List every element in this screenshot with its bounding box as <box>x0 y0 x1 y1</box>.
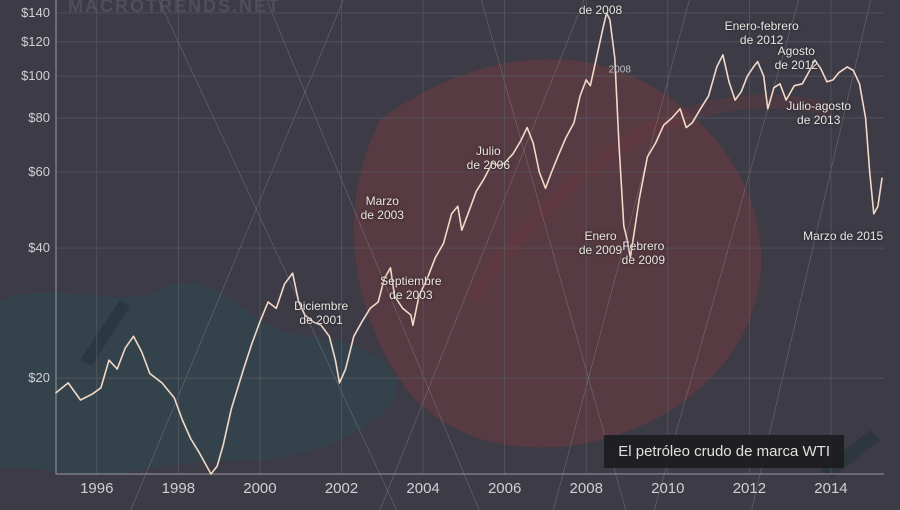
y-axis-label: $100 <box>10 68 50 83</box>
x-axis-label: 2006 <box>488 480 521 497</box>
x-axis-label: 2002 <box>325 480 358 497</box>
event-annotation: Julio de 2006 <box>467 145 510 173</box>
y-axis-label: $140 <box>10 5 50 20</box>
chart-stage: MACROTRENDS.NET 2008 $20$40$60$80$100$12… <box>0 0 900 510</box>
x-axis-label: 2008 <box>570 480 603 497</box>
event-annotation: Enero de 2009 <box>579 230 622 258</box>
x-axis-label: 1998 <box>162 480 195 497</box>
x-axis-label: 1996 <box>80 480 113 497</box>
svg-text:2008: 2008 <box>609 64 632 75</box>
event-annotation: Agosto de 2012 <box>775 45 818 73</box>
event-annotation: Septiembre de 2003 <box>380 275 441 303</box>
y-axis-label: $20 <box>10 370 50 385</box>
event-annotation: Febrero de 2009 <box>622 240 665 268</box>
x-axis-label: 2012 <box>733 480 766 497</box>
caption-box: El petróleo crudo de marca WTI <box>604 435 844 468</box>
y-axis-label: $60 <box>10 164 50 179</box>
x-axis-label: 2004 <box>406 480 439 497</box>
event-annotation: Marzo de 2003 <box>361 195 404 223</box>
y-axis-label: $40 <box>10 240 50 255</box>
event-annotation: Julio-agosto de 2013 <box>786 100 851 128</box>
chart-svg: 2008 <box>0 0 900 510</box>
y-axis-label: $120 <box>10 34 50 49</box>
x-axis-label: 2014 <box>814 480 847 497</box>
caption-text: El petróleo crudo de marca WTI <box>618 443 830 460</box>
event-annotation: Diciembre de 2001 <box>294 300 348 328</box>
x-axis-label: 2010 <box>651 480 684 497</box>
event-annotation: Marzo de 2015 <box>803 230 883 244</box>
event-annotation: Junio de 2008 <box>579 0 622 18</box>
x-axis-label: 2000 <box>243 480 276 497</box>
y-axis-label: $80 <box>10 110 50 125</box>
